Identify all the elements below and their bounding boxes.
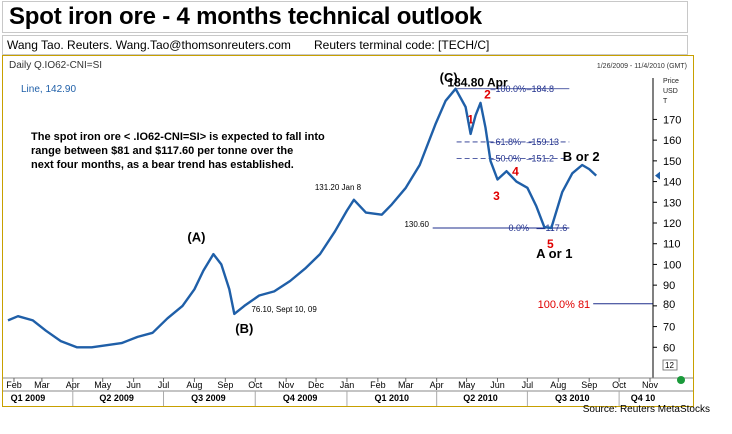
target-axis-label: 80 (663, 299, 675, 311)
comment-line: The spot iron ore < .IO62-CNI=SI> is exp… (31, 131, 325, 143)
price-line (7, 87, 598, 349)
y-tick-label: 140 (663, 177, 681, 189)
x-quarter-label: Q1 2010 (375, 393, 410, 403)
x-quarter-label: Q4 10 (631, 393, 656, 403)
chart-annotation: (B) (235, 321, 253, 336)
x-month-label: May (458, 380, 476, 390)
x-month-label: Aug (550, 380, 566, 390)
fib-percent-label: 0.0% (508, 223, 529, 233)
chart-annotation: (C) (440, 70, 458, 85)
x-quarter-label: Q2 2009 (99, 393, 134, 403)
target-label: 100.0% 81 (538, 299, 591, 311)
byline-box: Wang Tao. Reuters. Wang.Tao@thomsonreute… (2, 35, 688, 55)
y-tick-label: 130 (663, 197, 681, 209)
x-month-label: Oct (612, 380, 627, 390)
x-month-label: Nov (278, 380, 295, 390)
x-month-label: May (94, 380, 112, 390)
x-month-label: Apr (66, 380, 80, 390)
chart-annotation: 131.20 Jan 8 (315, 183, 362, 192)
fib-value-label: –151.2 (527, 153, 555, 163)
x-month-label: Sep (217, 380, 233, 390)
x-month-label: Apr (430, 380, 444, 390)
wave-label: 4 (512, 164, 519, 178)
y-tick-label: 170 (663, 114, 681, 126)
chart-annotation: A or 1 (536, 246, 572, 261)
axis-layer: PriceUSDT6070809010011012013014015016017… (3, 78, 693, 406)
x-month-label: Sep (581, 380, 597, 390)
chart-annotation: (A) (187, 230, 205, 245)
grid-layer (432, 88, 653, 305)
x-month-label: Jun (490, 380, 505, 390)
x-month-label: Jul (522, 380, 534, 390)
chart-frame: Daily Q.IO62-CNI=SI 1/26/2009 - 11/4/2010… (2, 55, 694, 407)
series-label: Line, 142.90 (21, 84, 76, 95)
chart-annotation: 76.10, Sept 10, 09 (251, 305, 317, 314)
chart-annotation: B or 2 (563, 149, 600, 164)
x-month-label: Mar (398, 380, 414, 390)
fib-percent-label: –61.8% (491, 137, 522, 147)
wave-label: 5 (547, 237, 554, 251)
unit-label: USD (663, 88, 678, 95)
fib-value-label: –159.13 (527, 137, 560, 147)
x-month-label: Jul (158, 380, 170, 390)
source-note: Source: Reuters MetaStocks (582, 404, 710, 415)
price-chart: Daily Q.IO62-CNI=SI 1/26/2009 - 11/4/2010… (3, 60, 693, 406)
x-month-label: Feb (6, 380, 22, 390)
annotation-layer: Daily Q.IO62-CNI=SI 1/26/2009 - 11/4/2010… (9, 60, 687, 336)
fib-value-label: –184.8 (527, 84, 555, 94)
y-tick-label: 150 (663, 156, 681, 168)
x-quarter-label: Q2 2010 (463, 393, 498, 403)
x-month-label: Jun (126, 380, 141, 390)
fib-percent-label: –50.0% (491, 153, 522, 163)
scale-marker-box (662, 359, 678, 371)
byline-author: Wang Tao. Reuters. Wang.Tao@thomsonreute… (7, 38, 291, 52)
unit-label: Price (663, 78, 679, 85)
x-month-label: Aug (186, 380, 202, 390)
y-tick-label: 100 (663, 259, 681, 271)
comment-line: range between $81 and $117.60 per tonne … (31, 145, 293, 157)
status-dot (677, 376, 685, 384)
fib-percent-label: –100.0% (491, 84, 527, 94)
chart-annotation: 184.80 Apr (447, 75, 508, 89)
x-quarter-label: Q3 2010 (555, 393, 590, 403)
scale-marker: 12 (665, 361, 674, 370)
y-tick-label: 120 (663, 218, 681, 230)
x-month-label: Oct (248, 380, 263, 390)
y-tick-label: 60 (663, 342, 675, 354)
headline-box: Spot iron ore - 4 months technical outlo… (2, 1, 688, 33)
last-price-marker (655, 171, 660, 180)
y-tick-label: 110 (663, 239, 681, 251)
x-month-label: Nov (642, 380, 659, 390)
x-month-label: Dec (308, 380, 325, 390)
x-month-label: Mar (34, 380, 50, 390)
x-quarter-label: Q4 2009 (283, 393, 318, 403)
y-tick-label: 160 (663, 135, 681, 147)
wave-label: 1 (467, 113, 474, 127)
y-tick-label: 90 (663, 280, 675, 292)
comment-line: next four months, as a bear trend has es… (31, 159, 294, 171)
y-tick-label: 70 (663, 322, 675, 334)
wave-label: 3 (493, 189, 500, 203)
headline-title: Spot iron ore - 4 months technical outlo… (9, 3, 482, 30)
x-quarter-label: Q1 2009 (11, 393, 46, 403)
chart-annotation: 130.60 (404, 220, 429, 229)
unit-label: T (663, 98, 668, 105)
target-axis-box (659, 296, 679, 310)
series-layer (7, 87, 598, 349)
wave-label: 2 (484, 88, 491, 102)
byline-terminal: Reuters terminal code: [TECH/C] (314, 38, 490, 52)
instrument-label: Daily Q.IO62-CNI=SI (9, 60, 102, 71)
x-month-label: Feb (370, 380, 386, 390)
x-quarter-label: Q3 2009 (191, 393, 226, 403)
date-range-label: 1/26/2009 - 11/4/2010 (GMT) (597, 63, 687, 70)
x-month-label: Jan (340, 380, 355, 390)
